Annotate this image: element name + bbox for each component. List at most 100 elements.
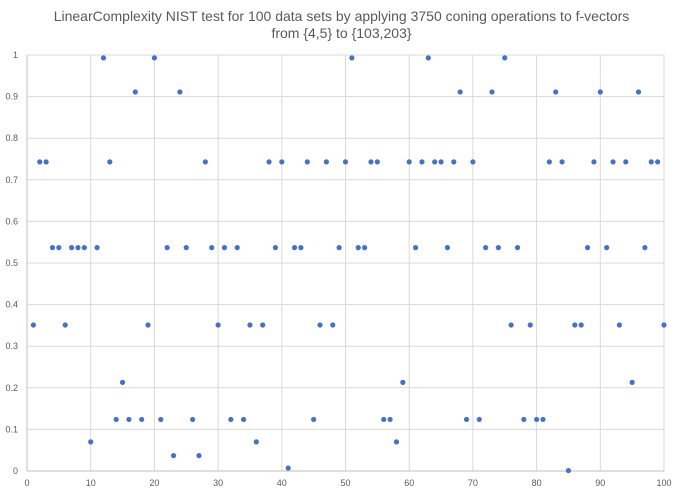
data-point (425, 55, 431, 61)
data-point (546, 159, 552, 165)
data-point (565, 467, 572, 474)
data-points (30, 55, 667, 474)
data-point (540, 416, 546, 423)
data-point (190, 416, 196, 423)
data-point (463, 416, 470, 423)
x-tick-label: 40 (277, 478, 287, 488)
data-point (495, 245, 501, 251)
data-point (317, 322, 323, 328)
chart-title-line-1: LinearComplexity NIST test for 100 data … (53, 8, 630, 24)
data-point (483, 245, 489, 251)
data-point (393, 439, 400, 445)
data-point (81, 245, 87, 251)
y-tick-label: 0.1 (5, 424, 18, 434)
data-point (342, 159, 349, 165)
gridlines (27, 54, 665, 471)
data-point (387, 416, 393, 423)
data-point (432, 159, 438, 165)
data-point (451, 159, 457, 165)
data-point (559, 159, 565, 165)
data-point (489, 89, 495, 95)
data-point (94, 245, 100, 251)
data-point (113, 416, 119, 423)
data-point (240, 416, 247, 423)
data-point (234, 245, 240, 251)
data-point (266, 159, 272, 165)
data-point (298, 245, 304, 251)
data-point (183, 245, 189, 251)
data-point (642, 245, 648, 251)
y-tick-label: 0.5 (5, 258, 18, 268)
data-point (362, 245, 368, 251)
data-point (62, 322, 68, 328)
data-point (177, 89, 183, 95)
data-point (285, 465, 291, 471)
data-point (68, 245, 75, 251)
data-point (56, 245, 62, 251)
y-tick-label: 0.2 (5, 383, 18, 393)
data-point (381, 416, 387, 423)
y-tick-label: 1 (13, 50, 18, 60)
data-point (196, 453, 202, 459)
x-tick-label: 50 (340, 478, 350, 488)
y-tick-labels: 0 0.1 0.2 0.3 0.4 0.5 0.6 0.7 0.8 0.9 1 (5, 50, 18, 476)
data-point (623, 159, 629, 165)
data-point (88, 439, 94, 445)
data-point (419, 159, 425, 165)
data-point (209, 245, 215, 251)
x-tick-label: 90 (595, 478, 605, 488)
data-point (215, 322, 221, 328)
data-point (158, 416, 164, 423)
x-tick-label: 70 (468, 478, 478, 488)
data-point (170, 453, 177, 459)
data-point (514, 245, 521, 251)
data-point (655, 159, 661, 165)
y-tick-label: 0.8 (5, 133, 18, 143)
data-point (406, 159, 412, 165)
data-point (572, 322, 578, 328)
data-point (355, 245, 361, 251)
data-point (202, 159, 208, 165)
data-point (323, 159, 329, 165)
chart-title: LinearComplexity NIST test for 100 data … (0, 8, 683, 42)
data-point (368, 159, 374, 165)
data-point (49, 245, 56, 251)
x-tick-label: 60 (404, 478, 414, 488)
data-point (336, 245, 342, 251)
data-point (139, 416, 145, 423)
y-tick-label: 0.9 (5, 92, 18, 102)
data-point (527, 322, 533, 328)
data-point (272, 245, 279, 251)
data-point (253, 439, 259, 445)
data-point (260, 322, 266, 328)
data-point (400, 379, 406, 385)
data-point (119, 379, 126, 385)
data-point (279, 159, 285, 165)
data-point (534, 416, 540, 423)
data-point (629, 379, 635, 385)
y-tick-label: 0 (13, 466, 18, 476)
data-point (502, 55, 508, 61)
x-tick-label: 30 (213, 478, 223, 488)
x-tick-label: 80 (532, 478, 542, 488)
axes (26, 55, 664, 472)
data-point (349, 55, 355, 61)
data-point (30, 322, 36, 328)
data-point (457, 89, 463, 95)
data-point (584, 245, 591, 251)
data-point (553, 89, 559, 95)
data-point (591, 159, 597, 165)
data-point (438, 159, 444, 165)
data-point (508, 322, 514, 328)
chart-title-line-2: from {4,5} to {103,203} (271, 25, 412, 41)
data-point (145, 322, 151, 328)
data-point (291, 245, 298, 251)
data-point (43, 159, 49, 165)
data-point (578, 322, 584, 328)
x-tick-label: 10 (86, 478, 96, 488)
y-tick-label: 0.7 (5, 175, 18, 185)
data-point (635, 89, 642, 95)
data-point (521, 416, 527, 423)
data-point (330, 322, 336, 328)
